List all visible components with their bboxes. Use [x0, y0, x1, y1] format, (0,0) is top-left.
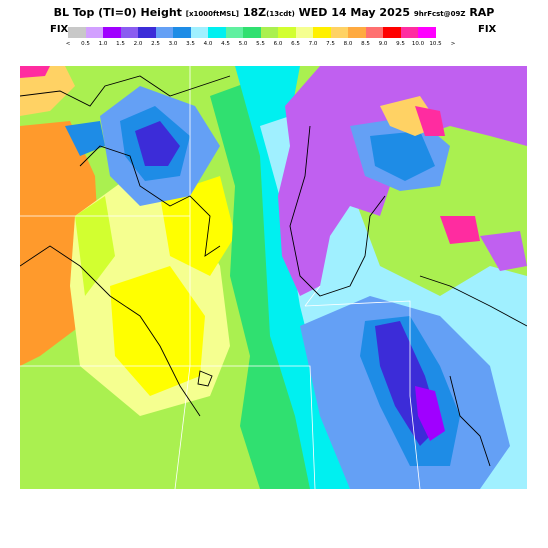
color-swatch-8 [208, 27, 226, 38]
state-boundaries [20, 66, 421, 489]
field-indigo-north [135, 121, 180, 166]
tick-label: 4.5 [221, 41, 230, 47]
title-date: WED 14 May 2025 [298, 6, 411, 19]
tick-label: 0.5 [81, 41, 90, 47]
tick-label: 6.5 [291, 41, 300, 47]
color-swatch-10 [243, 27, 261, 38]
tick-label: 2.5 [151, 41, 160, 47]
field-purple-east [480, 231, 527, 271]
field-lake-purple [278, 66, 527, 296]
color-swatch-1 [85, 27, 103, 38]
title-units: [x1000ftMSL] [185, 10, 240, 18]
color-swatch-4 [138, 27, 156, 38]
tick-label: 10.0 [411, 41, 425, 47]
field-yellow [110, 266, 205, 396]
title-tz: (13cdt) [266, 10, 295, 18]
color-swatch-11 [260, 27, 278, 38]
map-title: BL Top (TI=0) Height [x1000ftMSL] 18Z(13… [0, 6, 548, 19]
color-swatch-13 [295, 27, 313, 38]
tick-label: 6.0 [273, 41, 283, 47]
color-swatch-0 [68, 27, 86, 38]
color-swatch-9 [225, 27, 243, 38]
tick-greater-than: > [450, 41, 456, 47]
color-swatch-7 [190, 27, 208, 38]
color-swatch-18 [383, 27, 401, 38]
field-yellow-north [160, 176, 235, 276]
field-blue-nw-patch [65, 121, 105, 156]
title-model: RAP [469, 6, 495, 19]
color-swatch-15 [330, 27, 348, 38]
color-scale-ticks: <0.5 1.0 1.5 2.0 2.5 3.0 3.5 4.0 4.5 5.0 5.5 6.0 6.5… [58, 41, 498, 51]
tick-label: 7.5 [326, 41, 335, 47]
field-purple-se [415, 386, 445, 441]
tick-label: 3.0 [168, 41, 178, 47]
tick-label: 3.5 [186, 41, 195, 47]
title-time: 18Z [242, 6, 267, 19]
color-swatch-12 [278, 27, 296, 38]
tick-label: 9.5 [396, 41, 405, 47]
color-swatch-20 [418, 27, 436, 38]
title-forecast: 9hrFcst@09Z [413, 10, 466, 18]
tick-label: 5.5 [256, 41, 265, 47]
tick-less-than: < [65, 41, 71, 47]
tick-label: 8.0 [343, 41, 353, 47]
tick-label: 7.0 [308, 41, 318, 47]
color-swatch-5 [155, 27, 173, 38]
color-swatch-17 [365, 27, 383, 38]
title-main: BL Top (TI=0) Height [53, 6, 182, 19]
forecast-map [20, 66, 527, 489]
fix-left-label: FIX [50, 24, 69, 35]
tick-label: 1.0 [98, 41, 108, 47]
coastlines [20, 75, 527, 467]
tick-label: 4.0 [203, 41, 213, 47]
field-magenta-lake [415, 106, 445, 136]
color-swatch-14 [313, 27, 331, 38]
color-swatch-2 [103, 27, 121, 38]
field-mid-blue-lake [370, 131, 435, 181]
tick-label: 5.0 [238, 41, 248, 47]
field-light-orange-nw [20, 66, 75, 116]
field-magenta-east [440, 216, 480, 244]
color-swatch-6 [173, 27, 191, 38]
color-swatch-19 [400, 27, 418, 38]
tick-label: 2.0 [133, 41, 143, 47]
field-magenta-nw [20, 66, 50, 78]
color-swatch-16 [348, 27, 366, 38]
color-scale-bar [68, 27, 436, 38]
color-swatch-3 [120, 27, 138, 38]
fix-right-label: FIX [478, 24, 497, 35]
tick-label: 8.5 [361, 41, 370, 47]
tick-label: 1.5 [116, 41, 125, 47]
tick-label: 9.0 [378, 41, 388, 47]
tick-label: 10.5 [429, 41, 442, 47]
